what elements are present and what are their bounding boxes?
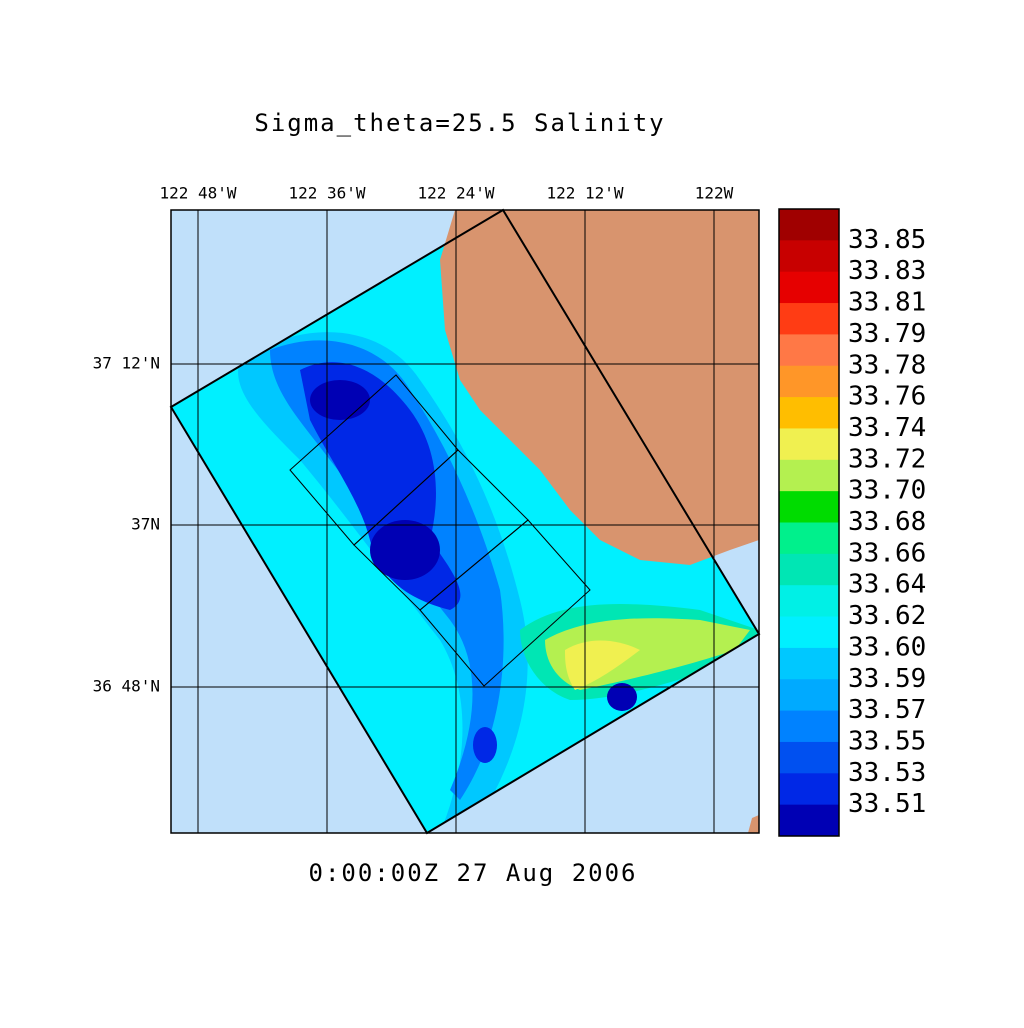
colorbar-label: 33.66	[848, 538, 926, 568]
latitude-label: 36 48'N	[93, 677, 160, 696]
colorbar-band	[779, 209, 839, 241]
colorbar-band	[779, 428, 839, 461]
latitude-label: 37N	[131, 515, 160, 534]
colorbar: 33.8533.8333.8133.7933.7833.7633.7433.72…	[778, 208, 926, 837]
colorbar-frame	[778, 208, 840, 837]
colorbar-band	[779, 271, 839, 304]
colorbar-band	[779, 679, 839, 712]
colorbar-label: 33.72	[848, 444, 926, 474]
plot-frame	[170, 209, 760, 834]
longitude-label: 122 36'W	[288, 184, 365, 203]
colorbar-band	[779, 616, 839, 649]
colorbar-band	[779, 240, 839, 273]
colorbar-label: 33.70	[848, 476, 926, 506]
colorbar-band	[779, 553, 839, 586]
colorbar-band	[779, 397, 839, 429]
colorbar-band	[779, 647, 839, 680]
colorbar-label: 33.59	[848, 664, 926, 694]
colorbar-label: 33.51	[848, 789, 926, 819]
colorbar-band	[779, 804, 839, 837]
colorbar-label: 33.68	[848, 507, 926, 537]
colorbar-band	[779, 710, 839, 743]
land	[748, 815, 759, 833]
title: Sigma_theta=25.5 Salinity	[254, 109, 665, 137]
colorbar-band	[779, 491, 839, 523]
colorbar-band	[779, 365, 839, 398]
colorbar-band	[779, 585, 839, 618]
colorbar-label: 33.79	[848, 319, 926, 349]
colorbar-label: 33.78	[848, 350, 926, 380]
colorbar-label: 33.55	[848, 726, 926, 756]
longitude-label: 122 12'W	[546, 184, 623, 203]
sub-domains	[289, 374, 591, 687]
longitude-label: 122 24'W	[417, 184, 494, 203]
longitude-label: 122 48'W	[159, 184, 236, 203]
longitude-label: 122W	[695, 184, 734, 203]
colorbar-label: 33.74	[848, 413, 926, 443]
colorbar-label: 33.81	[848, 288, 926, 318]
latitude-label: 37 12'N	[93, 354, 160, 373]
colorbar-label: 33.53	[848, 758, 926, 788]
grid	[171, 210, 759, 833]
colorbar-band	[779, 459, 839, 492]
land	[440, 210, 759, 565]
colorbar-band	[779, 334, 839, 367]
colorbar-label: 33.85	[848, 225, 926, 255]
colorbar-label: 33.60	[848, 632, 926, 662]
colorbar-band	[779, 522, 839, 555]
timestamp: 0:00:00Z 27 Aug 2006	[309, 859, 638, 887]
colorbar-band	[779, 773, 839, 806]
colorbar-label: 33.64	[848, 570, 926, 600]
colorbar-band	[779, 741, 839, 774]
colorbar-label: 33.76	[848, 382, 926, 412]
colorbar-label: 33.57	[848, 695, 926, 725]
colorbar-band	[779, 303, 839, 335]
colorbar-label: 33.83	[848, 256, 926, 286]
colorbar-label: 33.62	[848, 601, 926, 631]
